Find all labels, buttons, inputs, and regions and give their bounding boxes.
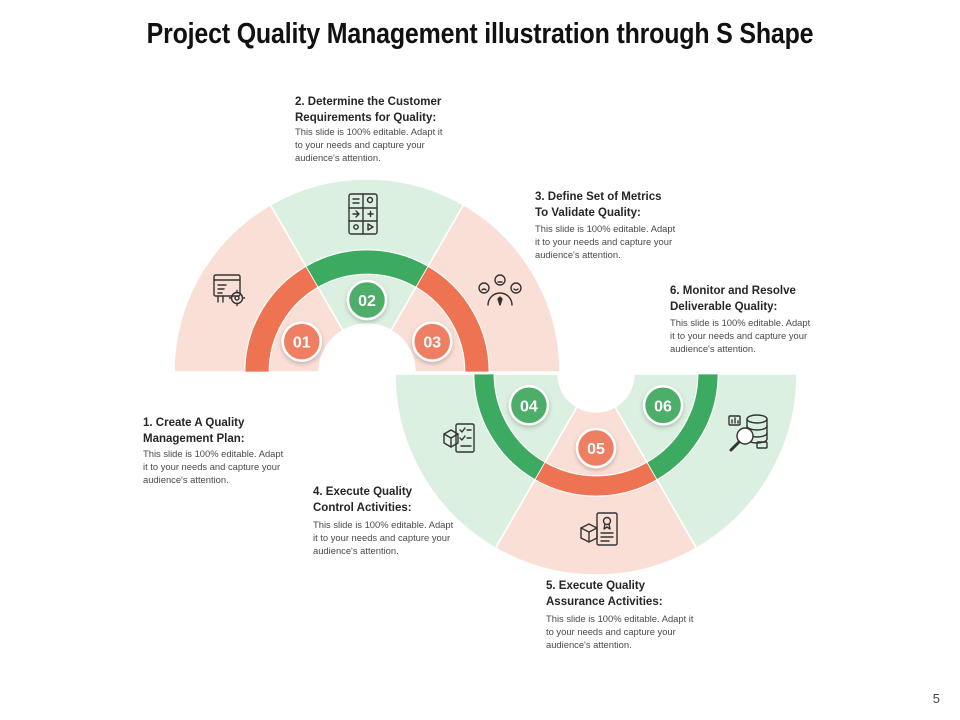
ring-arc-03 [415, 265, 490, 373]
assurance-document-icon [580, 512, 618, 546]
calculator-icon [348, 193, 378, 235]
step-number-06: 06 [654, 398, 672, 415]
step-badge-06 [642, 385, 684, 426]
step-4-title: 4. Execute Quality Control Activities: [313, 486, 413, 514]
step-badge-04 [508, 385, 550, 426]
plan-settings-icon [213, 274, 246, 307]
step-1-title: 1. Create A Quality Management Plan: [143, 417, 245, 445]
step-5-description: This slide is 100% editable. Adapt it to … [546, 613, 694, 650]
satisfaction-gauge-icon [478, 274, 522, 306]
step-6-title: 6. Monitor and Resolve Deliverable Qualit… [670, 285, 796, 313]
step-2-description: This slide is 100% editable. Adapt it to … [295, 126, 443, 163]
step-badge-01 [281, 321, 322, 362]
step-badge-03 [412, 321, 453, 362]
ring-arc-06 [646, 373, 719, 481]
step-number-03: 03 [423, 335, 441, 352]
step-5-title: 5. Execute Quality Assurance Activities: [546, 580, 663, 608]
step-number-04: 04 [520, 398, 538, 415]
step-2-title: 2. Determine the Customer Requirements fo… [295, 96, 442, 124]
step-number-01: 01 [293, 335, 311, 352]
database-search-icon [728, 414, 768, 452]
page-number: 5 [932, 691, 940, 706]
step-badge-02 [346, 279, 388, 321]
step-badge-05 [575, 427, 617, 469]
step-3-description: This slide is 100% editable. Adapt it to … [535, 223, 676, 260]
step-3-title: 3. Define Set of Metrics To Validate Qual… [535, 191, 662, 219]
step-6-description: This slide is 100% editable. Adapt it to … [670, 317, 811, 354]
step-4-description: This slide is 100% editable. Adapt it to … [313, 519, 454, 556]
step-1-description: This slide is 100% editable. Adapt it to … [143, 448, 284, 485]
step-number-02: 02 [358, 293, 376, 310]
step-number-05: 05 [587, 441, 605, 458]
slide-title: Project Quality Management illustration … [146, 18, 814, 50]
checklist-box-icon [443, 423, 475, 453]
